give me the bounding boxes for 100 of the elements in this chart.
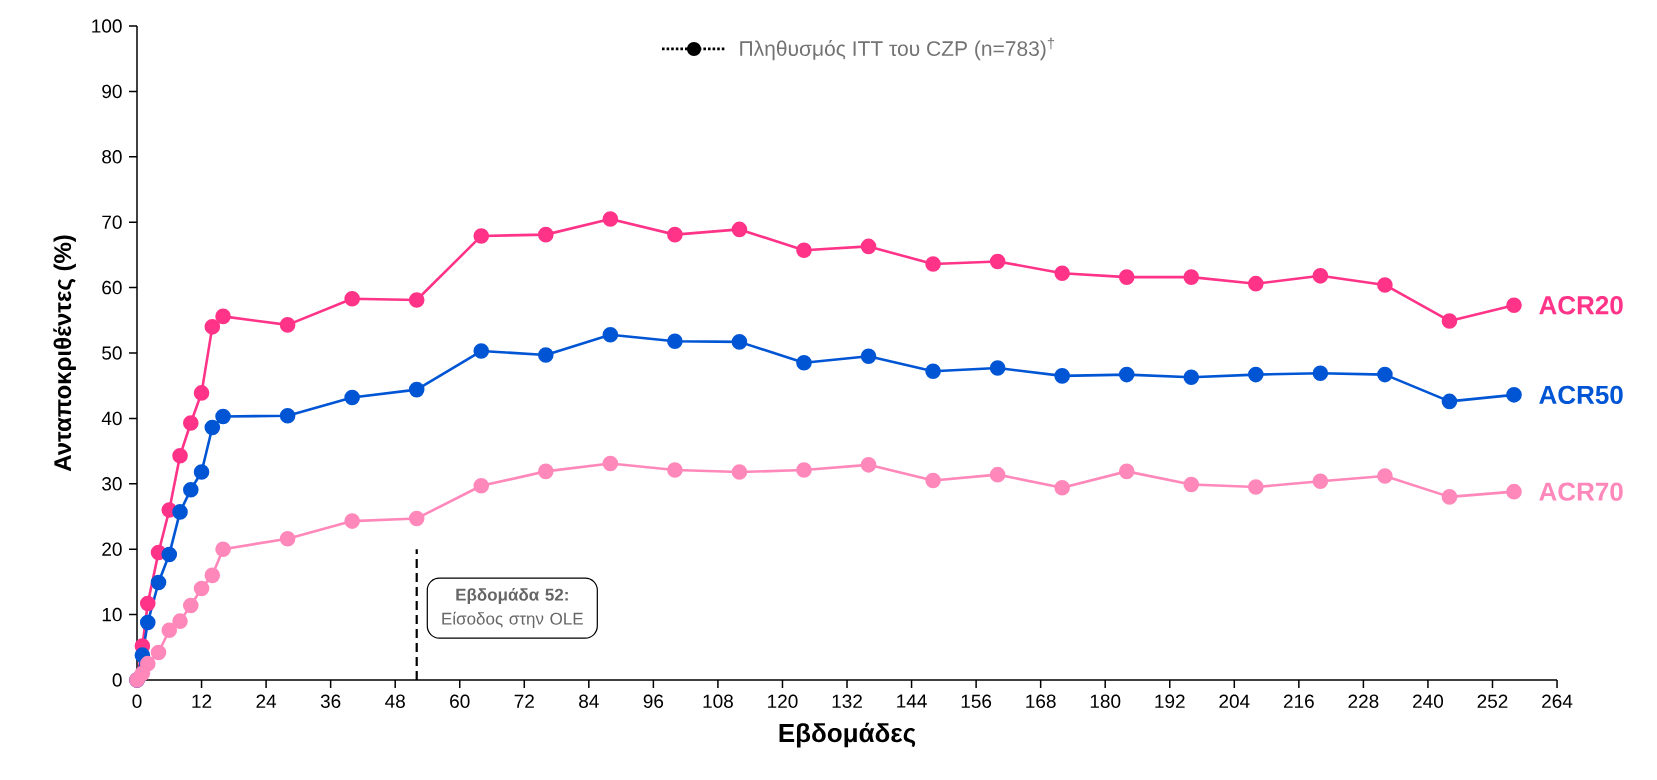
x-tick-label: 24 bbox=[256, 694, 277, 708]
point bbox=[796, 242, 812, 259]
point bbox=[860, 457, 877, 473]
x-tick-label: 156 bbox=[961, 694, 992, 708]
point bbox=[1506, 297, 1522, 314]
point bbox=[1183, 476, 1200, 493]
y-tick-label: 30 bbox=[102, 477, 122, 491]
x-tick-label: 60 bbox=[450, 694, 470, 708]
y-axis-title: Ανταποκριθέντες (%) bbox=[53, 235, 76, 472]
point bbox=[1377, 468, 1393, 484]
x-tick-label: 12 bbox=[192, 694, 212, 708]
point bbox=[1118, 463, 1135, 480]
x-tick-label: 36 bbox=[320, 694, 341, 708]
point bbox=[1183, 369, 1200, 385]
y-tick-label: 80 bbox=[102, 150, 122, 164]
series-label: ACR20 bbox=[1539, 296, 1623, 315]
point bbox=[1054, 368, 1070, 384]
series-label: ACR70 bbox=[1539, 482, 1623, 501]
point bbox=[1054, 479, 1070, 496]
point bbox=[182, 597, 199, 614]
x-tick-label: 252 bbox=[1477, 694, 1508, 708]
point bbox=[344, 389, 360, 406]
x-tick-label: 48 bbox=[385, 694, 405, 708]
point bbox=[1377, 366, 1393, 383]
point bbox=[182, 415, 199, 431]
point bbox=[538, 347, 554, 363]
x-tick-label: 264 bbox=[1542, 694, 1573, 708]
point bbox=[172, 613, 188, 629]
x-tick-label: 108 bbox=[703, 694, 733, 708]
point bbox=[215, 408, 231, 425]
point bbox=[172, 447, 188, 464]
x-tick-label: 144 bbox=[897, 694, 927, 708]
point bbox=[193, 385, 210, 401]
y-tick-label: 100 bbox=[92, 19, 122, 33]
point bbox=[408, 381, 425, 398]
point bbox=[408, 292, 425, 308]
y-tick-label: 0 bbox=[112, 673, 122, 687]
y-tick-label: 60 bbox=[102, 280, 122, 295]
point bbox=[860, 348, 877, 365]
x-tick-label: 192 bbox=[1155, 694, 1185, 708]
point bbox=[925, 256, 941, 272]
point bbox=[182, 481, 199, 498]
point bbox=[215, 541, 231, 557]
x-tick-label: 180 bbox=[1090, 694, 1121, 708]
point bbox=[731, 221, 748, 238]
point bbox=[538, 226, 554, 243]
point bbox=[860, 238, 877, 255]
x-tick-label: 228 bbox=[1348, 694, 1379, 708]
point bbox=[667, 226, 683, 243]
point bbox=[193, 464, 210, 480]
point bbox=[204, 419, 221, 436]
x-tick-label: 96 bbox=[643, 694, 664, 708]
point bbox=[204, 567, 221, 584]
point bbox=[989, 360, 1006, 376]
point bbox=[139, 614, 156, 631]
point bbox=[925, 363, 941, 380]
point bbox=[1506, 387, 1522, 403]
point bbox=[204, 319, 221, 335]
point bbox=[1312, 268, 1329, 284]
y-tick-label: 40 bbox=[101, 411, 122, 426]
point bbox=[1248, 366, 1264, 383]
point bbox=[538, 463, 554, 480]
y-tick-label: 20 bbox=[102, 542, 122, 556]
x-tick-label: 72 bbox=[514, 694, 534, 708]
x-tick-label: 84 bbox=[579, 694, 599, 708]
point bbox=[473, 228, 490, 244]
point bbox=[796, 462, 812, 478]
point bbox=[344, 290, 360, 307]
point bbox=[1441, 489, 1458, 505]
point bbox=[1441, 313, 1458, 329]
point bbox=[279, 407, 296, 424]
point bbox=[1248, 479, 1264, 495]
x-tick-label: 204 bbox=[1219, 694, 1250, 708]
point bbox=[279, 317, 296, 333]
y-tick-label: 90 bbox=[102, 84, 122, 99]
point bbox=[344, 513, 360, 529]
point bbox=[161, 622, 178, 639]
point bbox=[1506, 483, 1522, 500]
x-tick-label: 168 bbox=[1026, 694, 1056, 708]
point bbox=[1118, 366, 1135, 383]
point bbox=[473, 477, 490, 494]
point bbox=[925, 472, 941, 489]
point bbox=[150, 644, 167, 661]
point bbox=[989, 466, 1006, 483]
point bbox=[731, 464, 748, 480]
point bbox=[1377, 277, 1393, 293]
y-tick-label: 50 bbox=[102, 346, 122, 360]
point bbox=[193, 580, 210, 597]
series-label: ACR50 bbox=[1539, 385, 1623, 405]
y-tick-label: 10 bbox=[102, 607, 122, 622]
point bbox=[139, 595, 156, 612]
point bbox=[796, 355, 812, 371]
point bbox=[1183, 269, 1200, 285]
point bbox=[602, 326, 619, 343]
x-tick-label: 132 bbox=[832, 694, 862, 708]
point bbox=[602, 211, 619, 227]
point bbox=[1312, 365, 1329, 382]
point bbox=[1441, 393, 1458, 410]
point bbox=[172, 504, 188, 520]
point bbox=[1054, 265, 1070, 282]
